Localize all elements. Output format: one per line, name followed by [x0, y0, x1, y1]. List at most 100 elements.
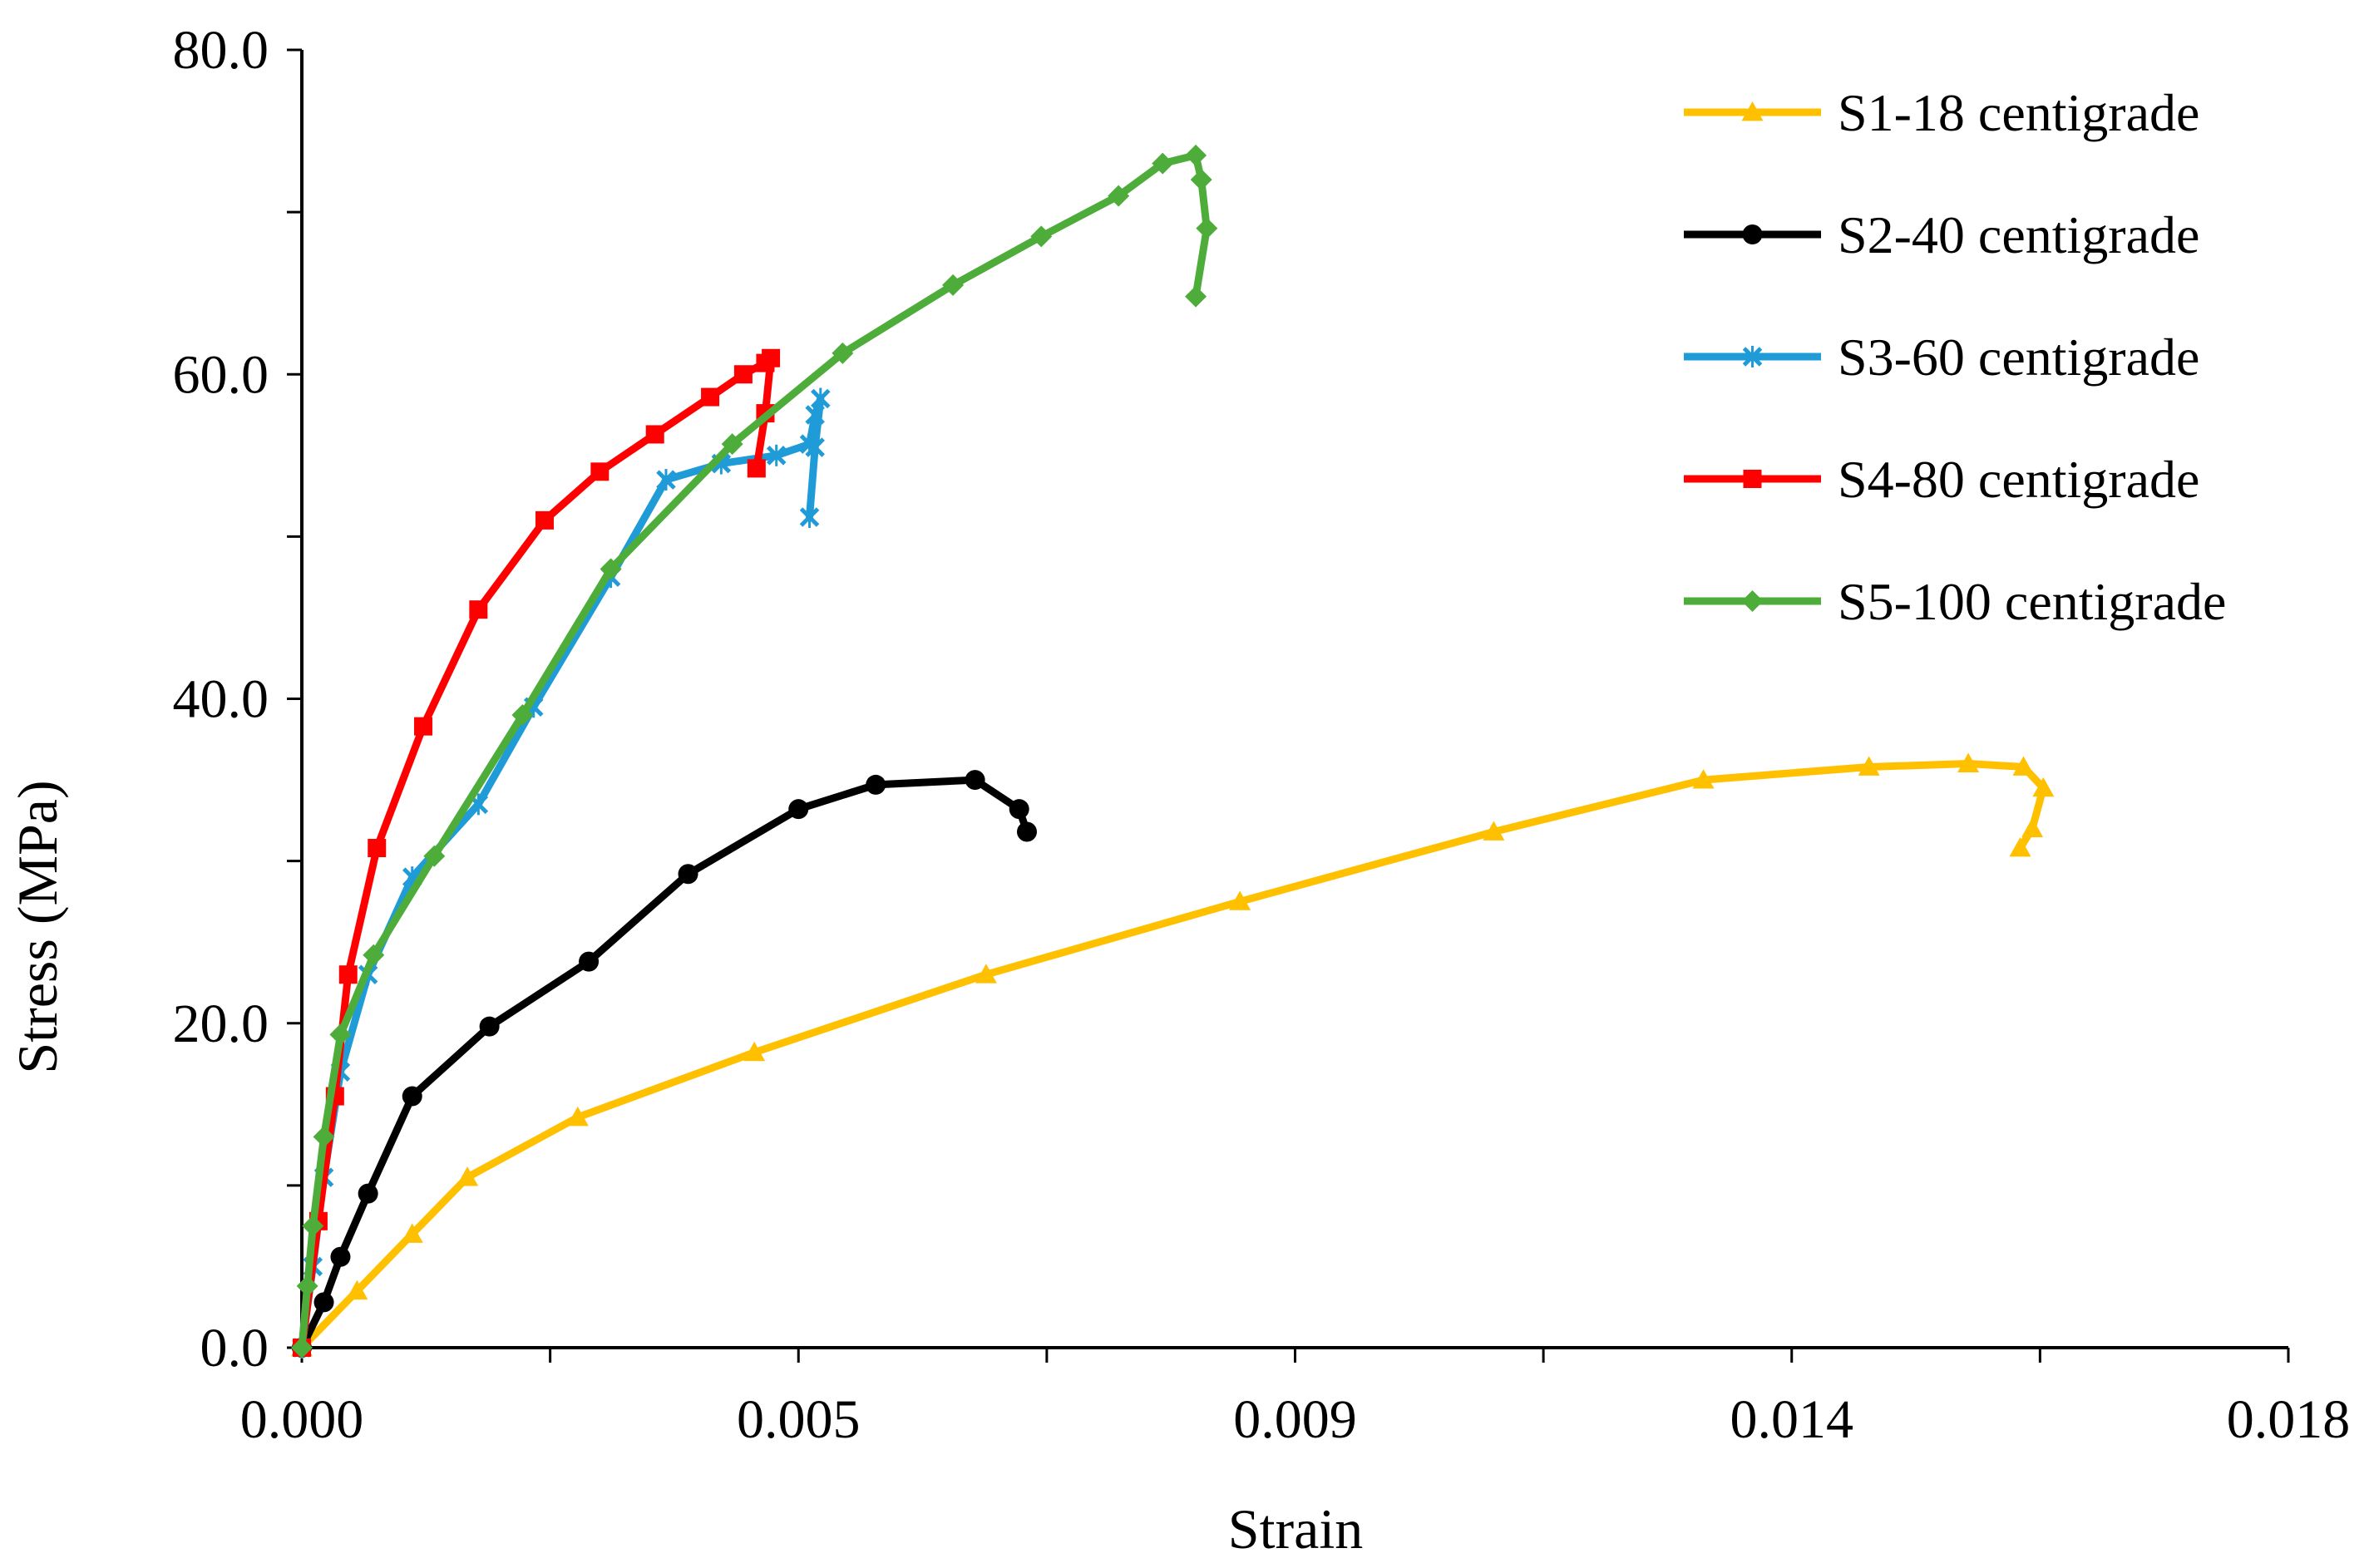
data-point [721, 433, 743, 456]
x-tick-label: 0.014 [1730, 1389, 1854, 1450]
series-line-1 [298, 760, 2047, 1352]
legend-entry: S5-100 centigrade [1684, 572, 2226, 631]
data-point [1185, 144, 1207, 166]
data-point [1483, 821, 1505, 841]
data-point [762, 348, 781, 367]
plot-area [291, 144, 2055, 1358]
data-point [747, 459, 766, 478]
data-point [743, 1041, 766, 1062]
series-line-5 [298, 151, 1211, 1352]
y-tick-label: 80.0 [173, 20, 269, 81]
data-point [2021, 817, 2044, 837]
data-point [1185, 285, 1207, 308]
legend-marker [1742, 346, 1763, 367]
legend: S1-18 centigrade S2-40 centigrade S3-60 ce… [1684, 83, 2226, 631]
data-point [511, 704, 534, 727]
data-point [2032, 777, 2055, 797]
x-tick-label: 0.018 [2227, 1389, 2351, 1450]
data-point [363, 944, 385, 966]
legend-marker [1742, 224, 1763, 244]
y-tick-label: 0.0 [200, 1318, 269, 1378]
data-point [329, 1023, 352, 1046]
series-2 [292, 770, 1037, 1358]
series-5 [291, 144, 1218, 1358]
data-point [2009, 837, 2031, 857]
data-point [766, 444, 787, 466]
data-point [1196, 217, 1218, 239]
y-axis-title: Stress (MPa) [6, 780, 69, 1073]
data-point [701, 387, 720, 407]
data-point [2012, 756, 2035, 776]
data-point [457, 1166, 479, 1186]
data-point [942, 274, 965, 296]
data-point [423, 845, 446, 867]
data-point [1030, 225, 1053, 248]
y-tick-label: 60.0 [173, 344, 269, 405]
data-point [656, 469, 676, 491]
data-point [975, 964, 997, 984]
legend-label: S1-18 centigrade [1838, 83, 2199, 142]
data-point [733, 365, 753, 384]
data-point [600, 558, 622, 580]
legend-marker [1743, 470, 1762, 488]
data-point [313, 1126, 335, 1148]
data-point [1229, 890, 1251, 910]
data-point [413, 717, 432, 736]
data-point [866, 774, 886, 795]
data-point [296, 1275, 318, 1297]
data-point [1190, 169, 1212, 191]
x-axis-title: Strain [1228, 1497, 1363, 1561]
data-point [799, 505, 820, 528]
data-point [302, 1215, 324, 1237]
axes: 0.0 20.0 40.0 60.0 80.0 0.000 0.005 0.009 0.014 0… [173, 20, 2351, 1450]
data-point [313, 1292, 334, 1313]
legend-entry: S1-18 centigrade [1684, 83, 2199, 142]
data-point [811, 387, 831, 410]
data-point [805, 436, 825, 459]
data-point [346, 1280, 368, 1300]
data-point [788, 799, 809, 820]
data-point [330, 1246, 351, 1267]
legend-label: S3-60 centigrade [1838, 328, 2199, 387]
x-tick-label: 0.009 [1233, 1389, 1357, 1450]
data-point [566, 1106, 589, 1127]
legend-entry: S4-80 centigrade [1684, 450, 2199, 509]
data-point [1692, 769, 1715, 789]
data-point [338, 965, 358, 984]
data-point [479, 1016, 500, 1037]
data-point [1858, 756, 1880, 776]
legend-entry: S2-40 centigrade [1684, 205, 2199, 264]
series-line-2 [298, 776, 1031, 1352]
data-point [1016, 821, 1037, 842]
legend-label: S4-80 centigrade [1838, 450, 2199, 509]
data-point [645, 425, 664, 444]
data-point [402, 1086, 422, 1107]
data-point [579, 951, 600, 972]
data-point [832, 342, 854, 364]
legend-label: S2-40 centigrade [1838, 205, 2199, 264]
data-point [358, 1183, 378, 1204]
legend-marker [1741, 101, 1764, 121]
y-tick-label: 20.0 [173, 994, 269, 1054]
data-point [965, 770, 985, 791]
legend-entry: S3-60 centigrade [1684, 328, 2199, 387]
data-point [535, 510, 554, 530]
data-point [590, 462, 610, 481]
series-1 [291, 752, 2055, 1357]
y-tick-label: 40.0 [173, 669, 269, 730]
x-tick-label: 0.000 [240, 1389, 364, 1450]
legend-label: S5-100 centigrade [1838, 572, 2226, 631]
data-point [401, 1223, 423, 1243]
x-tick-label: 0.005 [737, 1389, 861, 1450]
data-point [368, 839, 387, 858]
data-point [291, 1337, 313, 1358]
data-point [678, 864, 698, 885]
legend-marker [1741, 590, 1764, 612]
data-point [1152, 152, 1174, 175]
data-point [469, 600, 488, 619]
series-line-3 [298, 395, 825, 1352]
data-point [1957, 752, 1980, 772]
data-point [1009, 799, 1029, 820]
data-point [1108, 185, 1130, 207]
